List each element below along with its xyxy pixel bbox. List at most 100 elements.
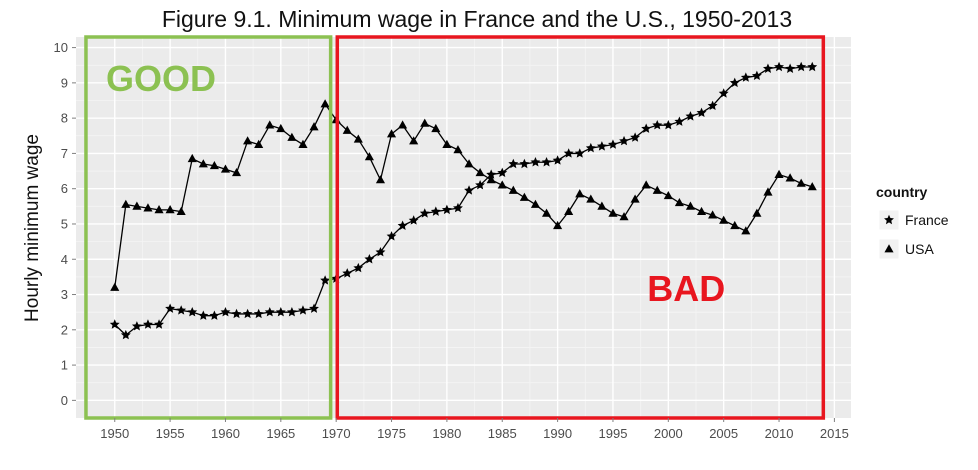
bad-label: BAD [647,268,725,309]
data-point [652,185,662,194]
data-point [176,305,187,315]
y-tick-label: 3 [61,287,68,302]
data-point [685,111,696,121]
data-point [286,306,297,317]
data-point [254,139,264,148]
data-point [586,194,596,203]
data-point [707,100,718,110]
data-point [807,182,817,191]
chart-title: Figure 9.1. Minimum wage in France and t… [162,6,792,32]
data-point [530,157,541,167]
data-point [220,164,231,173]
data-point [386,231,397,241]
data-point [464,185,474,195]
data-point [154,319,164,329]
x-tick-label: 1975 [377,426,406,441]
data-point [431,123,441,133]
data-point [785,63,796,73]
minor-gridlines [76,37,851,418]
data-point [131,321,142,331]
data-point [430,206,441,216]
data-point [342,125,352,134]
data-point [464,159,474,168]
data-point [320,275,331,285]
data-point [475,168,485,177]
series-line [114,103,813,288]
y-tick-label: 8 [61,111,68,126]
data-point [763,63,773,73]
x-tick-label: 2015 [820,426,849,441]
data-point [630,132,641,142]
x-tick-label: 1990 [543,426,572,441]
x-tick-label: 1970 [322,426,351,441]
data-point [740,72,751,82]
data-point [375,175,386,184]
legend-marker-star [884,214,894,225]
x-tick-label: 1995 [599,426,628,441]
data-point [154,205,164,214]
data-point [563,148,574,158]
data-point [409,136,419,145]
y-tick-label: 2 [61,322,68,337]
y-axis: 0 1 2 3 4 5 6 7 8 9 10 [54,40,76,408]
series-france [109,61,818,340]
data-point [741,226,751,235]
data-point [774,61,784,72]
data-point [785,173,795,182]
legend-items: France USA [878,209,949,260]
data-point [442,139,452,148]
data-point [231,168,242,177]
data-point [641,180,651,189]
data-point [320,99,330,108]
data-point [298,139,308,148]
data-point [752,208,762,217]
legend-item-usa: USA [878,238,934,260]
series-line [114,66,813,336]
data-point [275,306,286,317]
data-point [763,187,773,196]
data-point [718,88,729,98]
legend: country France USA [876,184,949,260]
legend-label-usa: USA [905,241,934,257]
data-point [696,206,707,215]
data-point [641,123,652,133]
y-tick-label: 5 [61,216,68,231]
data-point [242,308,253,319]
data-point [109,319,120,329]
x-axis: 1950 1955 1960 1965 1970 1975 1980 1985 1990 1995… [100,418,849,441]
data-point [120,329,131,340]
data-point [475,179,486,190]
data-point [143,319,153,329]
data-point [342,268,353,278]
data-point [796,178,806,187]
y-tick-label: 7 [61,146,68,161]
y-axis-title: Hourly minimum wage [22,134,43,322]
data-point [674,116,685,126]
data-point [508,185,518,194]
data-point [508,158,519,169]
data-point [486,175,496,184]
data-point [143,203,153,212]
data-point [364,152,374,161]
data-point [309,303,319,313]
legend-title: country [876,184,928,200]
data-point [596,141,607,151]
data-point [309,122,319,131]
data-point [165,205,175,214]
data-point [209,310,220,320]
data-point [552,155,563,165]
data-point [243,136,253,145]
data-point [519,192,529,201]
data-point [585,142,596,153]
data-point [209,160,219,170]
y-tick-label: 6 [61,181,68,196]
data-point [441,204,452,215]
data-point [110,282,120,291]
data-point [796,61,807,72]
data-point [630,194,640,203]
data-point [453,145,463,154]
annotation-layer: GOOD BAD [84,35,826,420]
data-point [541,157,552,167]
x-tick-label: 1955 [156,426,185,441]
data-point [608,139,618,149]
